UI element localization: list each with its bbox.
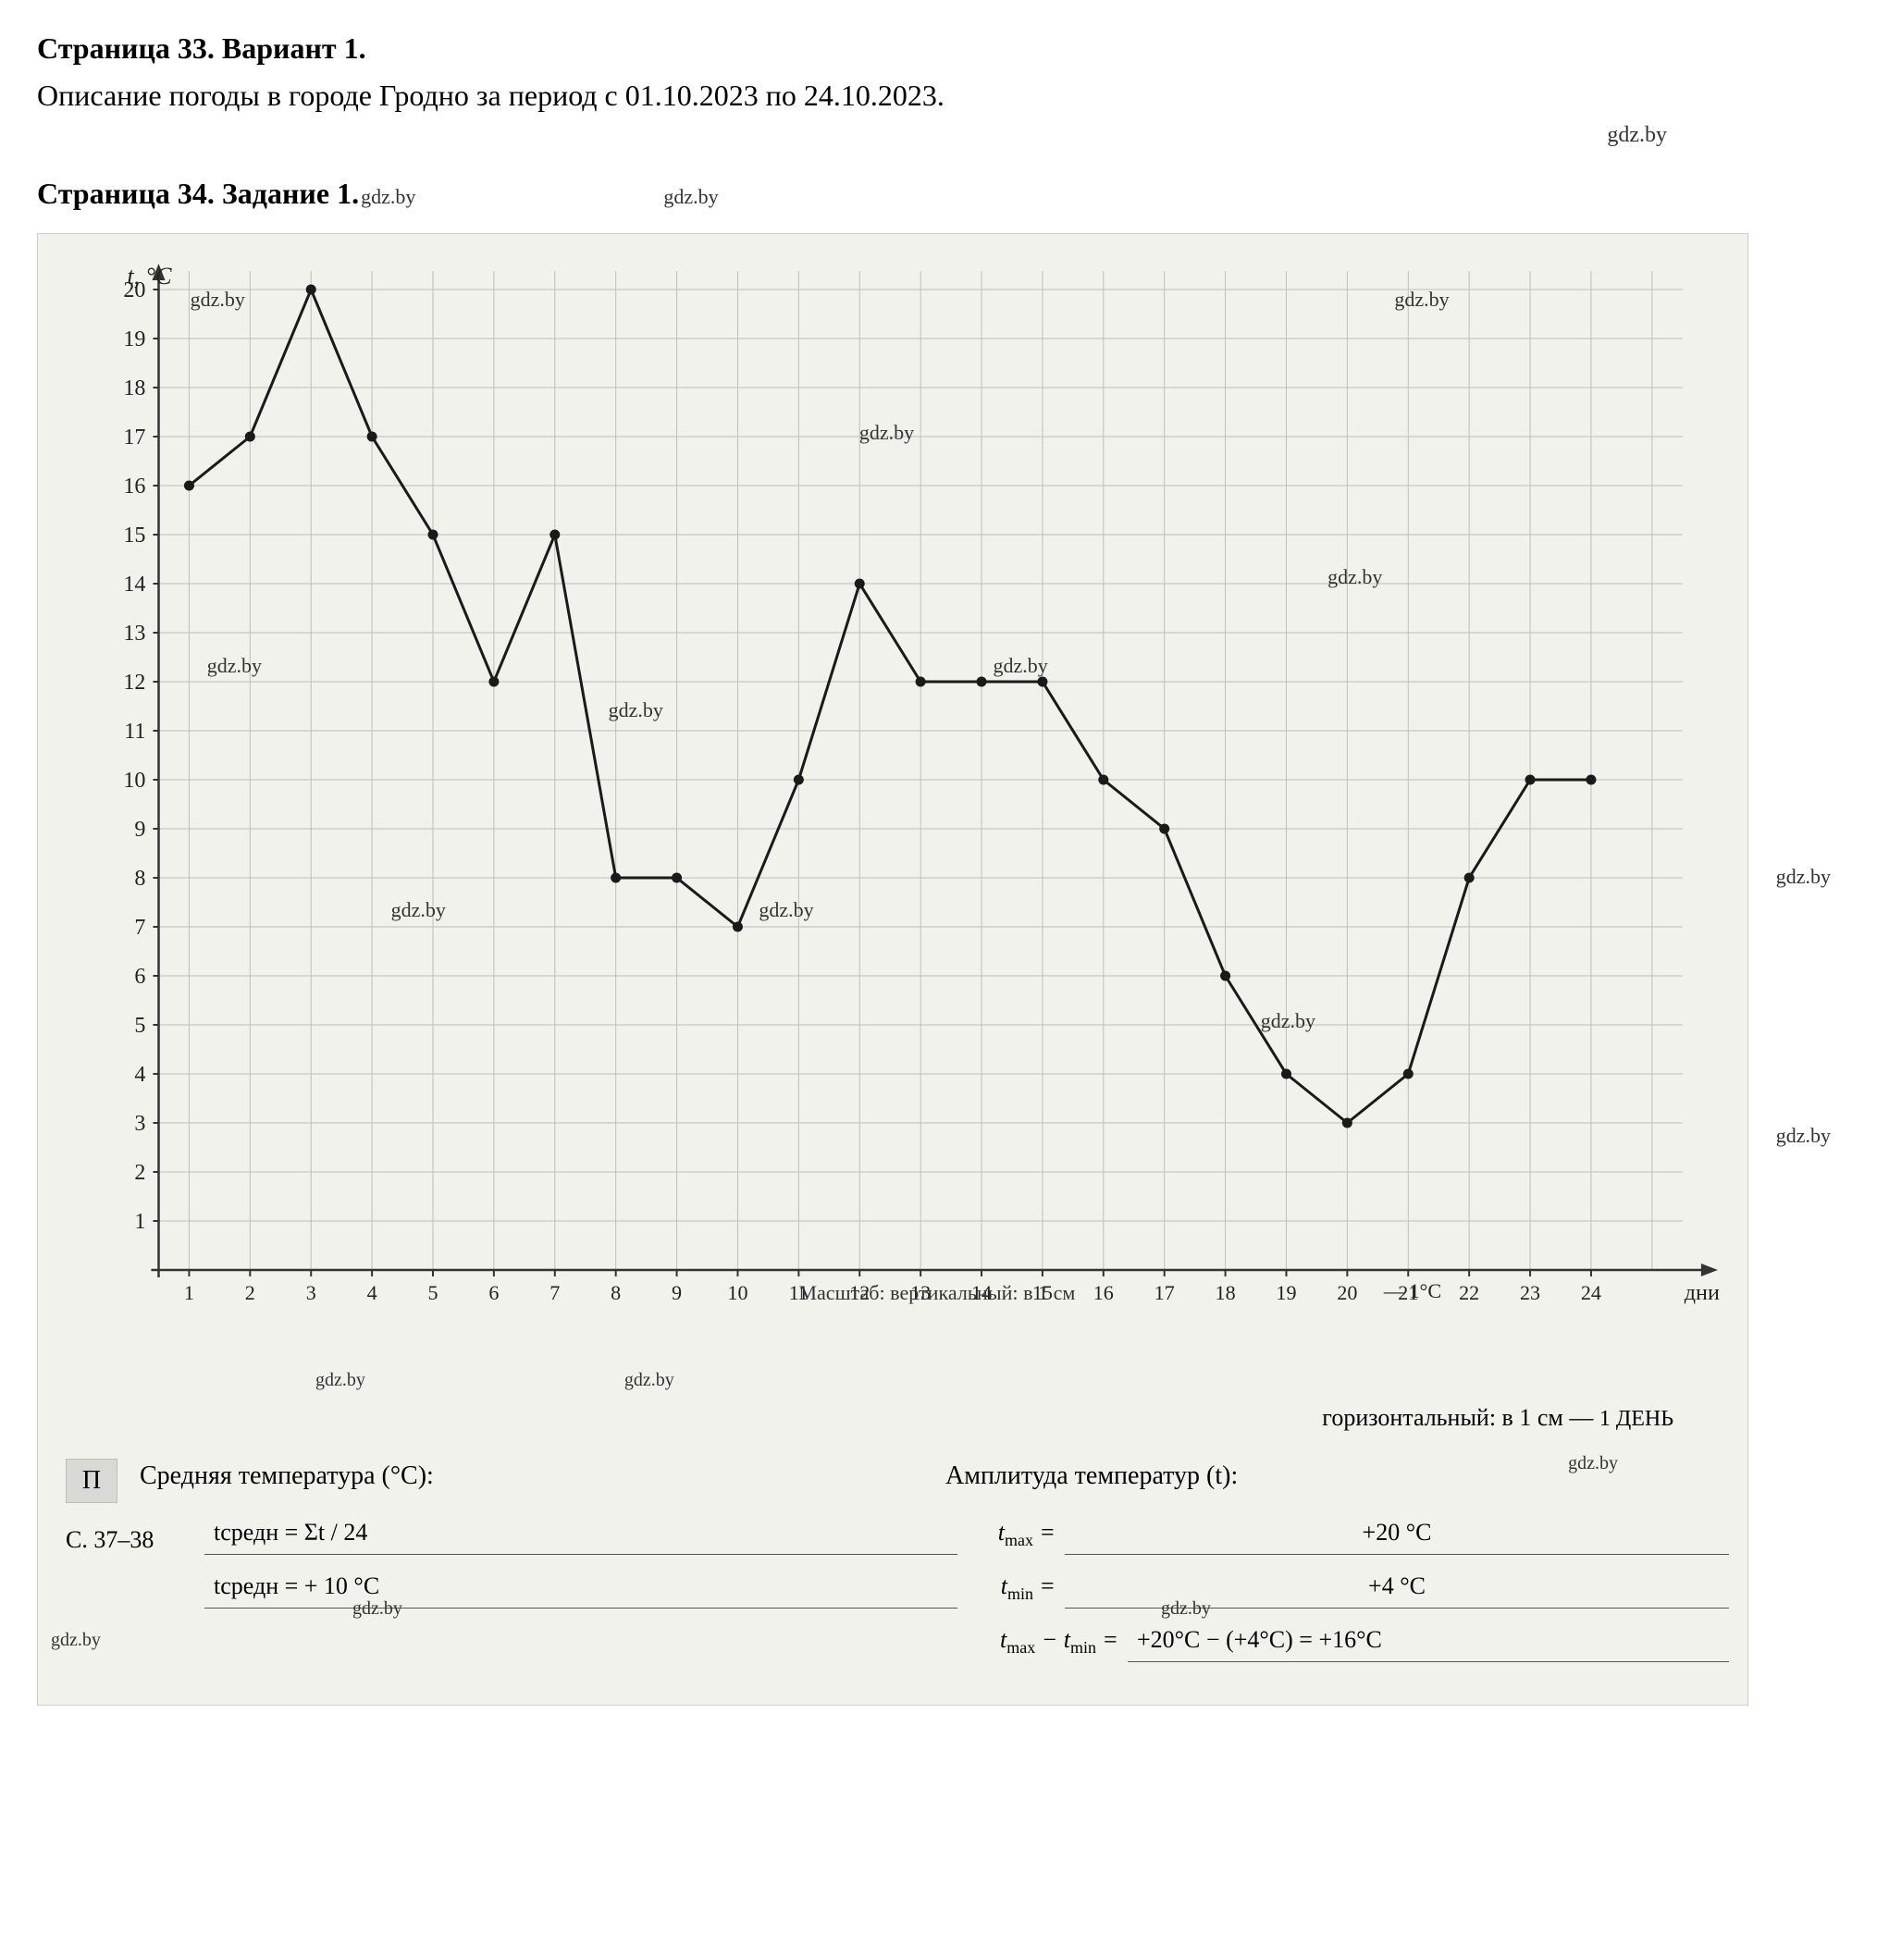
answers-block: gdz.by П Средняя температура (°C): Ампли… — [56, 1458, 1729, 1677]
svg-text:5: 5 — [427, 1281, 438, 1304]
svg-text:дни: дни — [1685, 1281, 1720, 1305]
svg-text:16: 16 — [123, 475, 145, 499]
avg-temp-label: Средняя температура (°C): — [140, 1458, 923, 1494]
svg-text:Масштаб: вертикальный: в 1 см: Масштаб: вертикальный: в 1 см — [798, 1281, 1075, 1304]
watermark-text: gdz.by — [359, 185, 415, 208]
svg-text:10: 10 — [123, 769, 145, 793]
scale-horizontal-value: 1 ДЕНЬ — [1599, 1407, 1673, 1431]
svg-text:19: 19 — [123, 327, 145, 351]
svg-text:7: 7 — [134, 916, 145, 940]
watermark-text: gdz.by — [423, 185, 718, 208]
equals-sign: = — [1104, 1623, 1120, 1657]
svg-text:8: 8 — [134, 867, 145, 891]
tmin-label: tmin — [976, 1570, 1033, 1606]
chart-svg: t, °C12345678910111213141516171819201234… — [56, 253, 1729, 1362]
tmin-line: tmin = +4 °C gdz.by — [976, 1570, 1729, 1616]
page33-description: Описание погоды в городе Гродно за перио… — [37, 75, 1852, 117]
page34-heading: Страница 34. Задание 1.gdz.by gdz.by — [37, 173, 1852, 215]
amp-calc-label: tmax − tmin — [976, 1623, 1096, 1659]
temperature-chart: t, °C12345678910111213141516171819201234… — [56, 253, 1729, 1362]
svg-text:8: 8 — [611, 1281, 621, 1304]
watermark-text: gdz.by — [1568, 1450, 1618, 1476]
svg-text:9: 9 — [672, 1281, 682, 1304]
svg-text:20: 20 — [123, 278, 145, 302]
svg-text:10: 10 — [727, 1281, 747, 1304]
svg-text:23: 23 — [1520, 1281, 1540, 1304]
watermark-text: gdz.by — [624, 1366, 674, 1394]
svg-text:2: 2 — [245, 1281, 255, 1304]
avg-result-value: tсредн = + 10 °C — [204, 1570, 957, 1608]
scale-info: gdz.by gdz.by горизонтальный: в 1 см — 1… — [112, 1366, 1729, 1436]
svg-text:24: 24 — [1581, 1281, 1601, 1304]
scale-horizontal-line: горизонтальный: в 1 см — 1 ДЕНЬ — [112, 1399, 1729, 1436]
page33-heading: Страница 33. Вариант 1. — [37, 28, 1852, 69]
watermark-text: gdz.by — [315, 1366, 365, 1394]
svg-text:1: 1 — [184, 1281, 194, 1304]
page-ref: С. 37–38 — [66, 1516, 186, 1557]
svg-text:6: 6 — [488, 1281, 499, 1304]
svg-text:4: 4 — [134, 1063, 145, 1087]
scale-horizontal-label: горизонтальный: в 1 см — — [1322, 1404, 1593, 1431]
svg-text:5: 5 — [134, 1014, 145, 1038]
svg-text:18: 18 — [1216, 1281, 1236, 1304]
answers-columns: С. 37–38 tсредн = Σt / 24 tсредн = + 10 … — [66, 1516, 1729, 1677]
svg-text:1: 1 — [134, 1210, 145, 1234]
answers-header-row: П Средняя температура (°C): Амплитуда те… — [66, 1458, 1729, 1503]
equals-sign: = — [1041, 1516, 1057, 1549]
svg-text:2: 2 — [134, 1161, 145, 1185]
svg-text:12: 12 — [123, 671, 145, 695]
svg-text:20: 20 — [1337, 1281, 1357, 1304]
svg-text:6: 6 — [134, 965, 145, 989]
svg-text:22: 22 — [1459, 1281, 1479, 1304]
watermark-text: gdz.by — [352, 1596, 402, 1621]
tmax-value: +20 °C — [1065, 1516, 1729, 1554]
svg-text:18: 18 — [123, 376, 145, 401]
equals-sign: = — [1041, 1570, 1057, 1603]
svg-text:17: 17 — [1154, 1281, 1175, 1304]
svg-text:17: 17 — [123, 425, 145, 450]
amp-column: tmax = +20 °C tmin = +4 °C gdz.by tmax −… — [976, 1516, 1729, 1677]
page34-heading-bold: Страница 34. Задание 1. — [37, 177, 359, 210]
svg-text:14: 14 — [123, 573, 145, 597]
watermark-text: gdz.by — [1161, 1596, 1211, 1621]
pi-marker: П — [66, 1459, 117, 1503]
watermark-text: gdz.by — [1776, 1122, 1831, 1151]
watermark-text: gdz.by — [1776, 863, 1831, 892]
svg-text:16: 16 — [1093, 1281, 1114, 1304]
tmax-line: tmax = +20 °C — [976, 1516, 1729, 1562]
avg-column: tсредн = Σt / 24 tсредн = + 10 °C gdz.by — [204, 1516, 957, 1623]
svg-text:19: 19 — [1276, 1281, 1296, 1304]
svg-text:9: 9 — [134, 818, 145, 842]
watermark-row: gdz.by gdz.by — [112, 1366, 1729, 1394]
svg-text:7: 7 — [549, 1281, 560, 1304]
watermark-text: gdz.by — [51, 1627, 101, 1653]
svg-text:3: 3 — [306, 1281, 316, 1304]
svg-text:— 1°C: — 1°C — [1383, 1279, 1441, 1302]
avg-formula-value: tсредн = Σt / 24 — [204, 1516, 957, 1554]
watermark-text: gdz.by — [37, 120, 1852, 152]
svg-text:11: 11 — [124, 720, 145, 744]
avg-formula-line: tсредн = Σt / 24 — [204, 1516, 957, 1562]
svg-text:13: 13 — [123, 622, 145, 646]
worksheet-container: t, °C12345678910111213141516171819201234… — [37, 233, 1748, 1706]
tmax-label: tmax — [976, 1516, 1033, 1552]
svg-text:3: 3 — [134, 1112, 145, 1136]
svg-text:4: 4 — [367, 1281, 377, 1304]
svg-text:15: 15 — [123, 524, 145, 548]
avg-result-line: tсредн = + 10 °C gdz.by — [204, 1570, 957, 1616]
amp-result-line: tmax − tmin = +20°C − (+4°C) = +16°C — [976, 1623, 1729, 1670]
amp-result-value: +20°C − (+4°C) = +16°C — [1128, 1623, 1729, 1661]
